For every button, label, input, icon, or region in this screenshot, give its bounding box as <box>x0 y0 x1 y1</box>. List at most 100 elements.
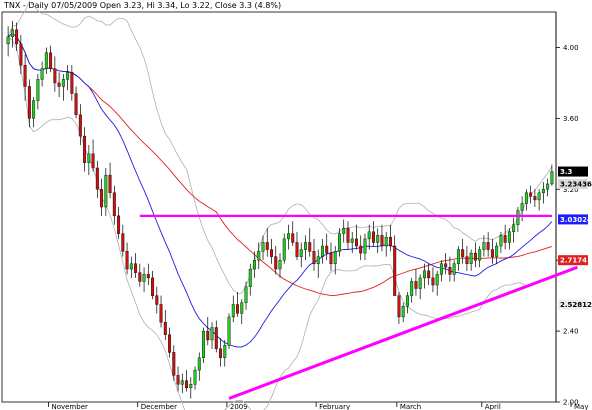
candle-body <box>23 64 27 87</box>
candle-body <box>448 267 452 275</box>
candle-body <box>321 245 324 257</box>
candle-body <box>384 236 388 247</box>
plot-border <box>1 11 557 403</box>
price-tag <box>558 255 588 266</box>
candle-body <box>91 153 95 169</box>
candle-body <box>155 295 159 305</box>
candle-body <box>6 36 10 45</box>
candle-body <box>219 348 223 358</box>
candle-body <box>325 245 329 254</box>
candle-body <box>159 304 163 323</box>
candle-body <box>304 242 307 250</box>
candle-body <box>261 242 265 252</box>
candle-body <box>146 274 150 279</box>
candle-body <box>299 249 303 257</box>
candle-body <box>104 174 108 208</box>
candle-body <box>270 249 273 257</box>
candle-body <box>486 242 490 250</box>
candle-body <box>478 249 482 261</box>
candle-body <box>410 281 414 296</box>
candle-body <box>363 238 367 254</box>
candle-body <box>329 252 333 264</box>
price-tag <box>558 214 588 225</box>
candle-body <box>482 242 486 250</box>
candle-body <box>185 380 189 389</box>
candle-body <box>100 189 104 208</box>
candle-body <box>537 192 541 201</box>
candle-body <box>380 235 384 247</box>
candle-body <box>495 245 499 257</box>
candle-body <box>40 68 44 80</box>
candle-body <box>418 277 422 289</box>
candle-body <box>57 82 61 87</box>
candle-body <box>248 268 252 287</box>
candle-body <box>117 215 121 234</box>
candle-body <box>444 263 448 268</box>
y-tick-label: 3.60 <box>563 115 579 123</box>
price-tag-label: 2.52812 <box>560 301 592 309</box>
candle-body <box>316 256 320 264</box>
candle-body <box>512 224 516 233</box>
candle-body <box>202 330 206 358</box>
candle-body <box>151 277 155 296</box>
lower-band-line <box>7 36 553 410</box>
candle-body <box>49 52 53 69</box>
candle-body <box>503 235 507 243</box>
candle-body <box>388 236 392 247</box>
indicator-layer <box>7 0 553 410</box>
candle-body <box>108 174 112 194</box>
candle-body <box>414 281 418 289</box>
candle-body <box>427 270 431 279</box>
price-tag-label: 3.3 <box>560 168 573 176</box>
candle-body <box>240 302 244 314</box>
candle-body <box>350 238 354 243</box>
candle-body <box>87 153 91 163</box>
candle-body <box>121 233 125 252</box>
candle-body <box>142 274 146 282</box>
candle-body <box>461 249 465 257</box>
trendlines-layer <box>139 214 578 400</box>
candle-body <box>32 100 36 119</box>
candle-body <box>278 259 282 270</box>
candle-body <box>282 238 286 261</box>
chart-title: TNX - Daily 07/05/2009 Open 3.23, Hi 3.3… <box>4 1 282 10</box>
candle-body <box>138 272 142 282</box>
ma20-line <box>7 32 553 348</box>
candle-body <box>520 203 524 211</box>
candle-body <box>83 135 87 163</box>
candle-body <box>397 295 401 318</box>
candle-body <box>189 384 193 389</box>
candle-body <box>499 235 503 247</box>
candle-body <box>333 251 337 264</box>
candle-body <box>197 357 201 371</box>
x-tick-label: February <box>319 403 350 410</box>
candle-body <box>367 231 371 240</box>
candle-body <box>193 369 197 385</box>
price-tags-layer: 3.3 3.23436 3.03024 2.7174 2.52812 <box>558 166 592 310</box>
candle-body <box>490 249 494 257</box>
candle-body <box>214 327 218 350</box>
candle-body <box>516 210 520 225</box>
candle-body <box>15 29 19 45</box>
candle-body <box>10 29 14 38</box>
candle-body <box>176 375 180 385</box>
candle-body <box>236 304 239 314</box>
candle-body <box>206 330 210 341</box>
candle-body <box>371 231 375 243</box>
candles-layer <box>6 20 554 399</box>
candle-body <box>465 256 469 264</box>
y-tick-label: 2.40 <box>563 328 579 336</box>
candle-body <box>401 306 405 318</box>
candle-body <box>308 242 312 252</box>
x-tick-label: 2009 <box>230 403 248 410</box>
x-tick-label: April <box>485 403 501 410</box>
candle-body <box>180 380 184 385</box>
candle-body <box>507 231 511 243</box>
candle-body <box>95 167 99 190</box>
price-tag-label: 3.23436 <box>560 180 592 188</box>
candle-body <box>61 79 65 87</box>
candle-body <box>533 196 537 201</box>
candle-body <box>469 252 473 264</box>
candle-body <box>439 263 443 275</box>
